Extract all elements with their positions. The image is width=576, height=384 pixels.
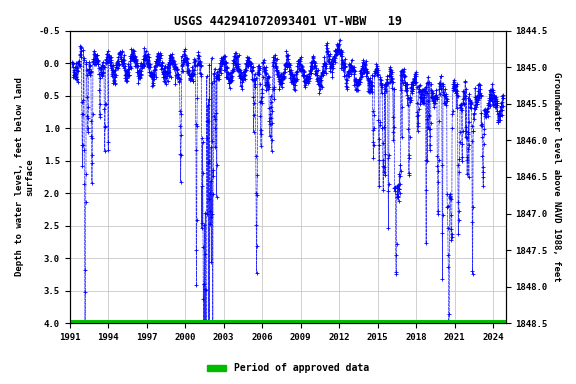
Y-axis label: Depth to water level, feet below land
surface: Depth to water level, feet below land su…	[15, 78, 35, 276]
Y-axis label: Groundwater level above NAVD 1988, feet: Groundwater level above NAVD 1988, feet	[552, 72, 561, 282]
Legend: Period of approved data: Period of approved data	[203, 359, 373, 377]
Title: USGS 442941072093401 VT-WBW   19: USGS 442941072093401 VT-WBW 19	[174, 15, 402, 28]
